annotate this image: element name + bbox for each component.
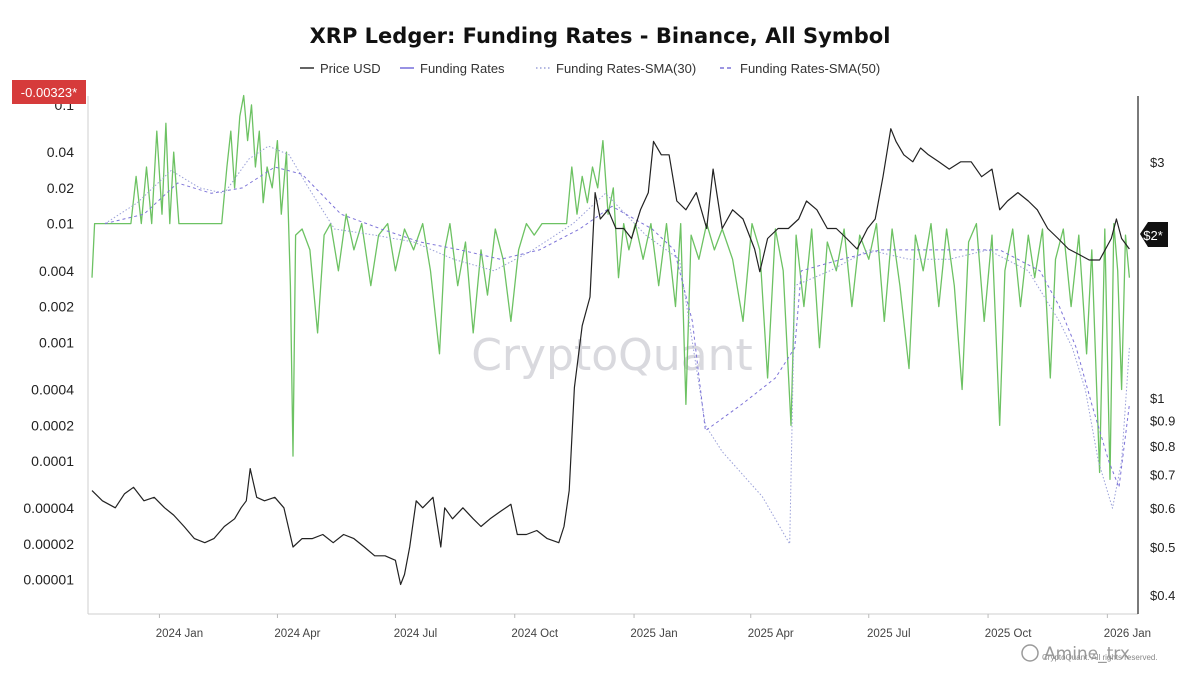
right-current-badge-text: $2* bbox=[1143, 228, 1163, 243]
right-tick-label: $3 bbox=[1150, 155, 1164, 170]
x-tick-label: 2026 Jan bbox=[1104, 628, 1151, 640]
left-tick-label: 0.02 bbox=[47, 180, 74, 196]
rights-text: CryptoQuant. All rights reserved. bbox=[1042, 653, 1158, 662]
series-line-funding-rates bbox=[91, 94, 1131, 481]
left-tick-label: 0.00001 bbox=[23, 572, 74, 588]
left-tick-label: 0.0001 bbox=[31, 453, 74, 469]
left-tick-label: 0.0004 bbox=[31, 382, 74, 398]
left-tick-label: 0.04 bbox=[47, 144, 74, 160]
chart-title: XRP Ledger: Funding Rates - Binance, All… bbox=[310, 24, 891, 48]
credit-text: Amine_trx bbox=[1044, 644, 1130, 664]
right-tick-label: $0.5 bbox=[1150, 540, 1175, 555]
right-tick-label: $0.7 bbox=[1150, 468, 1175, 483]
right-tick-label: $0.4 bbox=[1150, 588, 1175, 603]
series-layer bbox=[91, 94, 1131, 586]
x-tick-label: 2025 Jul bbox=[867, 628, 910, 640]
left-tick-label: 0.001 bbox=[39, 334, 74, 350]
x-tick-label: 2025 Jan bbox=[630, 628, 677, 640]
series-line-funding-rates-sma-50 bbox=[104, 166, 1130, 488]
left-current-badge bbox=[12, 80, 86, 104]
left-tick-label: 0.002 bbox=[39, 299, 74, 315]
right-tick-label: $0.8 bbox=[1150, 439, 1175, 454]
left-tick-label: 0.004 bbox=[39, 263, 74, 279]
left-tick-label: 0.00002 bbox=[23, 536, 74, 552]
credit: Amine_trx CryptoQuant. All rights reserv… bbox=[1021, 644, 1158, 664]
x-axis-ticks: 2024 Jan 2024 Apr 2024 Jul 2024 Oct 2025 Jan… bbox=[156, 614, 1151, 640]
left-tick-label: 0.01 bbox=[47, 216, 74, 232]
legend-label: Price USD bbox=[320, 61, 381, 76]
legend-label: Funding Rates-SMA(30) bbox=[556, 61, 696, 76]
watermark: CryptoQuant bbox=[471, 330, 753, 381]
x-tick-label: 2024 Jul bbox=[394, 628, 437, 640]
x-tick-label: 2025 Apr bbox=[748, 628, 794, 640]
left-current-badge-text: -0.00323* bbox=[21, 85, 77, 100]
left-axis-ticks: 0.10.040.020.010.0040.0020.0010.00040.00… bbox=[23, 97, 74, 588]
right-tick-label: $0.6 bbox=[1150, 501, 1175, 516]
chart-legend: Price USD Funding Rates Funding Rates-SMA(… bbox=[300, 61, 880, 76]
left-tick-label: 0.0002 bbox=[31, 417, 74, 433]
legend-label: Funding Rates-SMA(50) bbox=[740, 61, 880, 76]
right-axis-ticks: $3 $1 $0.9 $0.8 $0.7 $0.6 $0.5 $0.4 bbox=[1150, 155, 1175, 603]
x-tick-label: 2024 Jan bbox=[156, 628, 203, 640]
x-tick-label: 2025 Oct bbox=[985, 628, 1032, 640]
right-current-badge bbox=[1140, 222, 1168, 247]
right-tick-label: $1 bbox=[1150, 391, 1164, 406]
x-tick-label: 2024 Oct bbox=[511, 628, 558, 640]
right-tick-label: $0.9 bbox=[1150, 414, 1175, 429]
legend-label: Funding Rates bbox=[420, 61, 505, 76]
series-line-price-usd bbox=[91, 128, 1130, 586]
left-tick-label: 0.00004 bbox=[23, 500, 74, 516]
x-tick-label: 2024 Apr bbox=[274, 628, 320, 640]
